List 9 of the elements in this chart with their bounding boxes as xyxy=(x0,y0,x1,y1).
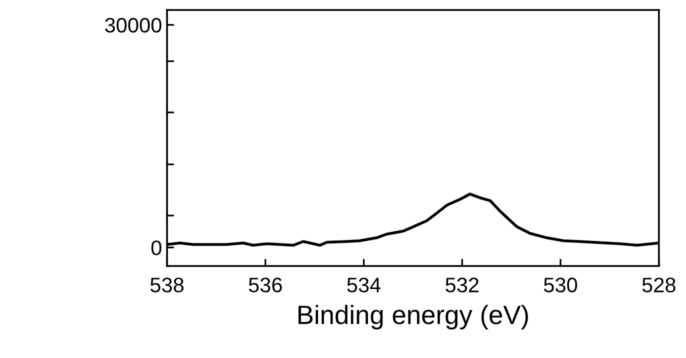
y-tick-label: 0 xyxy=(151,240,162,256)
x-tick-label: 534 xyxy=(347,278,381,292)
x-tick-label: 538 xyxy=(150,278,184,292)
x-tick-label: 530 xyxy=(544,278,578,292)
x-tick-label: 532 xyxy=(446,278,478,292)
x-axis-title: Binding energy (eV) xyxy=(298,304,528,330)
x-tick-label: 528 xyxy=(642,278,676,292)
x-tick-label: 536 xyxy=(248,278,282,292)
y-tick-label: 30000 xyxy=(105,18,162,33)
